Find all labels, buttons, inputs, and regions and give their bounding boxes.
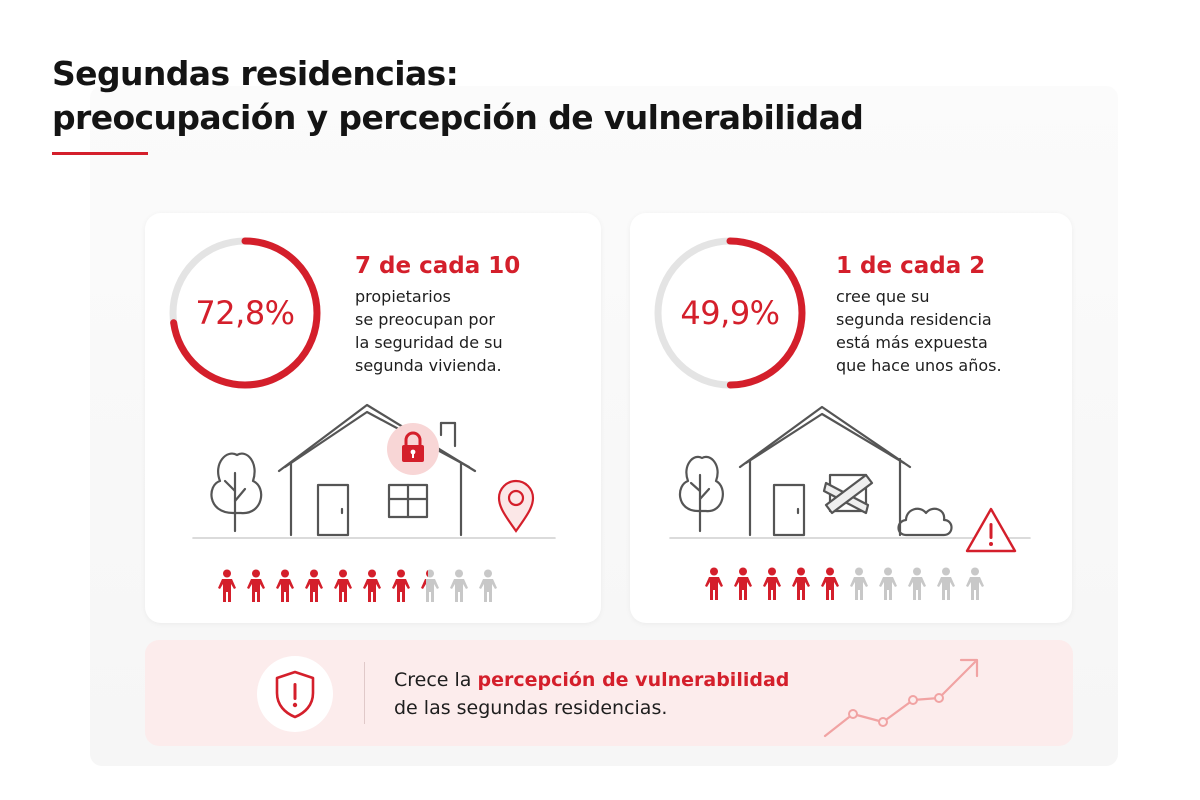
- bush-icon: [897, 507, 953, 537]
- person-icon: [276, 569, 294, 602]
- person-icon: [218, 569, 236, 602]
- stat-description-line: segunda vivienda.: [355, 356, 502, 375]
- person-icon: [937, 567, 955, 600]
- percentage-ring: 72,8%: [165, 233, 325, 393]
- percentage-ring-arc: [169, 237, 321, 389]
- stat-description-line: que hace unos años.: [836, 356, 1002, 375]
- house-illustration: [669, 405, 1031, 553]
- stat-description-line: está más expuesta: [836, 333, 988, 352]
- warning-icon: [965, 507, 1017, 553]
- person-icon: [879, 567, 897, 600]
- person-icon: [305, 569, 323, 602]
- banner-text-line-2: de las segundas residencias.: [394, 697, 668, 719]
- stat-description-line: cree que su: [836, 287, 930, 306]
- banner-text-prefix: Crece la: [394, 669, 472, 691]
- shield-alert-icon: [257, 656, 333, 732]
- person-icon: [392, 569, 410, 602]
- person-icon: [479, 569, 497, 602]
- person-icon: [247, 569, 265, 602]
- person-icon: [792, 567, 810, 600]
- stat-description-line: se preocupan por: [355, 310, 495, 329]
- person-icon: [763, 567, 781, 600]
- percentage-value: 72,8%: [195, 294, 295, 332]
- percentage-ring-arc: [654, 237, 806, 389]
- tree-icon: [210, 452, 263, 533]
- person-icon: [705, 567, 723, 600]
- stat-description: cree que su segunda residencia está más …: [836, 285, 1002, 377]
- house-illustration: [192, 403, 556, 539]
- stat-description-line: la seguridad de su: [355, 333, 503, 352]
- boarded-window-icon: [822, 473, 874, 515]
- house-icon: [738, 405, 912, 537]
- stat-headline: 1 de cada 2: [836, 253, 986, 279]
- house-icon: [277, 403, 477, 537]
- tree-icon: [678, 455, 724, 533]
- location-pin-icon: [497, 479, 535, 533]
- banner-message: Crece la percepción de vulnerabilidad de…: [394, 666, 789, 722]
- page-title-line-2: preocupación y percepción de vulnerabili…: [52, 98, 864, 137]
- banner-highlight: percepción de vulnerabilidad: [477, 669, 790, 691]
- stat-card-exposure: 49,9% 1 de cada 2 cree que su segunda re…: [630, 213, 1072, 623]
- person-icon: [421, 569, 439, 602]
- banner-divider: [364, 662, 365, 724]
- person-icon: [334, 569, 352, 602]
- lock-icon: [387, 423, 439, 475]
- people-row: [217, 569, 498, 603]
- page-title-line-1: Segundas residencias:: [52, 54, 459, 93]
- stat-description-line: propietarios: [355, 287, 451, 306]
- person-icon: [363, 569, 381, 602]
- page-title: Segundas residencias: preocupación y per…: [52, 52, 864, 140]
- person-icon: [734, 567, 752, 600]
- stat-description: propietarios se preocupan por la segurid…: [355, 285, 503, 377]
- person-icon: [450, 569, 468, 602]
- stat-description-line: segunda residencia: [836, 310, 992, 329]
- insight-banner: Crece la percepción de vulnerabilidad de…: [145, 640, 1073, 746]
- trend-up-icon: [823, 658, 979, 738]
- person-icon: [966, 567, 984, 600]
- percentage-value: 49,9%: [680, 294, 780, 332]
- stat-card-concern: 72,8% 7 de cada 10 propietarios se preoc…: [145, 213, 601, 623]
- person-icon: [821, 567, 839, 600]
- title-underline: [52, 152, 148, 155]
- stat-headline: 7 de cada 10: [355, 253, 521, 279]
- percentage-ring: 49,9%: [650, 233, 810, 393]
- person-icon: [908, 567, 926, 600]
- person-icon: [850, 567, 868, 600]
- people-row: [704, 567, 985, 601]
